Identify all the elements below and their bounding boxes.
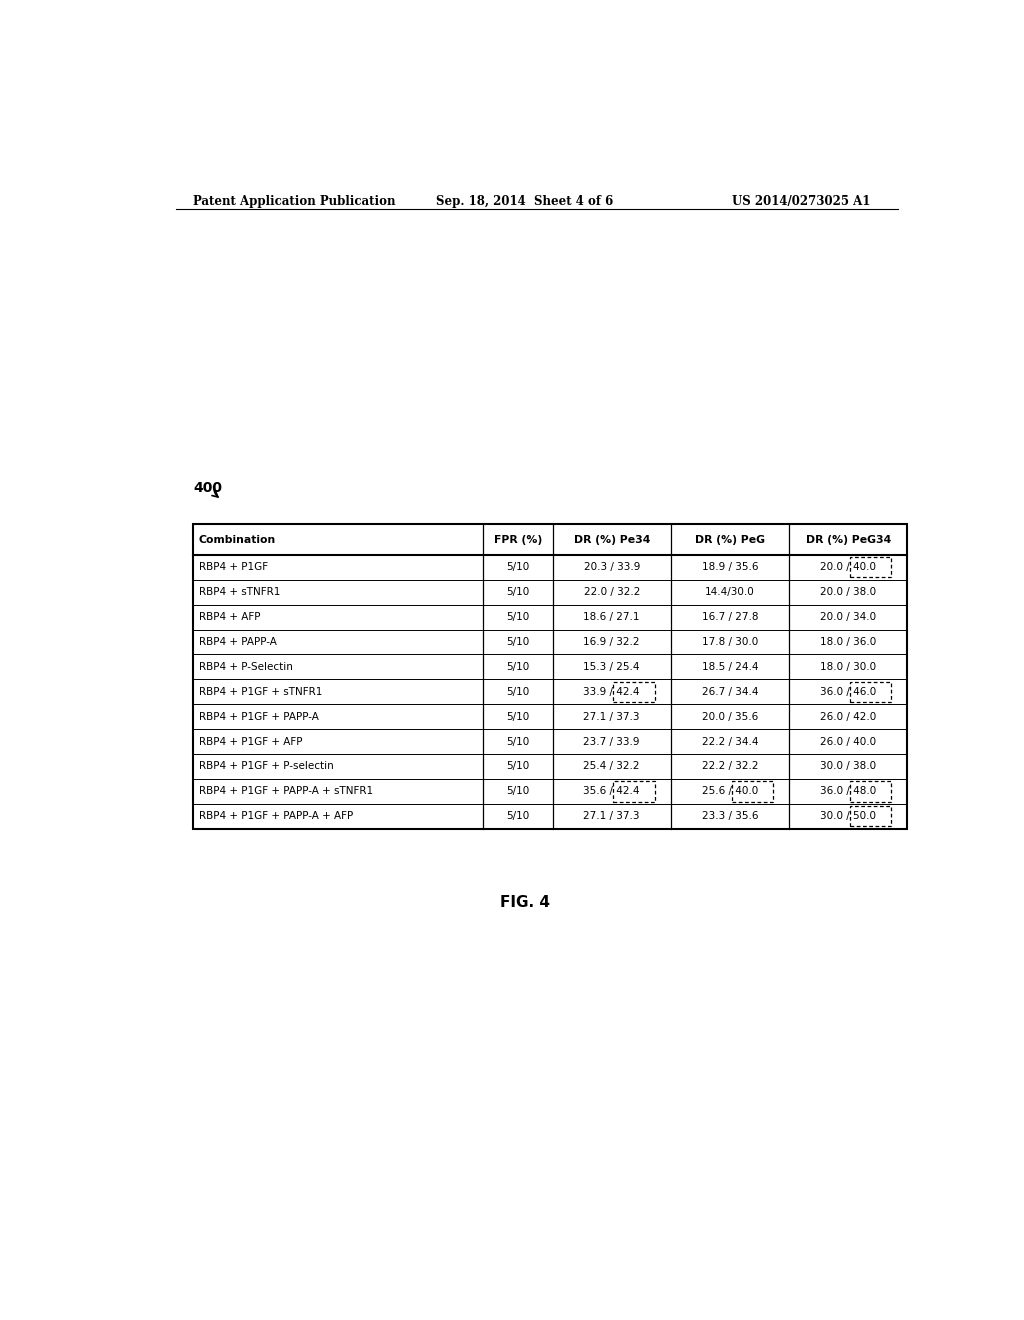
Text: 26.0 / 40.0: 26.0 / 40.0: [820, 737, 877, 747]
Text: DR (%) PeG34: DR (%) PeG34: [806, 535, 891, 545]
Text: 25.4 / 32.2: 25.4 / 32.2: [584, 762, 640, 771]
Text: 30.0 / 38.0: 30.0 / 38.0: [820, 762, 877, 771]
Text: 5/10: 5/10: [506, 787, 529, 796]
Text: DR (%) PeG: DR (%) PeG: [695, 535, 765, 545]
Text: RBP4 + P-Selectin: RBP4 + P-Selectin: [199, 661, 293, 672]
Text: 22.2 / 34.4: 22.2 / 34.4: [701, 737, 758, 747]
Text: RBP4 + P1GF + PAPP-A: RBP4 + P1GF + PAPP-A: [199, 711, 318, 722]
Text: 5/10: 5/10: [506, 737, 529, 747]
Text: RBP4 + AFP: RBP4 + AFP: [199, 612, 260, 622]
Text: US 2014/0273025 A1: US 2014/0273025 A1: [731, 195, 870, 209]
Text: 5/10: 5/10: [506, 812, 529, 821]
Text: 27.1 / 37.3: 27.1 / 37.3: [584, 711, 640, 722]
Bar: [194, 524, 907, 829]
Bar: [731, 781, 773, 801]
Text: 5/10: 5/10: [506, 612, 529, 622]
Text: 14.4/30.0: 14.4/30.0: [706, 587, 755, 597]
Bar: [850, 557, 891, 577]
Text: RBP4 + P1GF: RBP4 + P1GF: [199, 562, 267, 573]
Text: RBP4 + P1GF + PAPP-A + sTNFR1: RBP4 + P1GF + PAPP-A + sTNFR1: [199, 787, 373, 796]
Bar: [850, 807, 891, 826]
Text: DR (%) Pe34: DR (%) Pe34: [573, 535, 650, 545]
Text: 5/10: 5/10: [506, 711, 529, 722]
Text: 5/10: 5/10: [506, 686, 529, 697]
Bar: [850, 681, 891, 702]
Text: 26.0 / 42.0: 26.0 / 42.0: [820, 711, 877, 722]
Text: 23.3 / 35.6: 23.3 / 35.6: [701, 812, 758, 821]
Text: 23.7 / 33.9: 23.7 / 33.9: [584, 737, 640, 747]
Text: Combination: Combination: [199, 535, 275, 545]
Bar: [850, 781, 891, 801]
Bar: [613, 781, 654, 801]
Text: FPR (%): FPR (%): [494, 535, 542, 545]
Text: 18.5 / 24.4: 18.5 / 24.4: [701, 661, 758, 672]
Text: 16.7 / 27.8: 16.7 / 27.8: [701, 612, 758, 622]
Text: FIG. 4: FIG. 4: [500, 895, 550, 909]
Text: RBP4 + P1GF + sTNFR1: RBP4 + P1GF + sTNFR1: [199, 686, 322, 697]
Text: 35.6 / 42.4: 35.6 / 42.4: [584, 787, 640, 796]
Text: 22.2 / 32.2: 22.2 / 32.2: [701, 762, 758, 771]
Text: 20.3 / 33.9: 20.3 / 33.9: [584, 562, 640, 573]
Text: 22.0 / 32.2: 22.0 / 32.2: [584, 587, 640, 597]
Text: RBP4 + P1GF + P-selectin: RBP4 + P1GF + P-selectin: [199, 762, 334, 771]
Text: RBP4 + P1GF + PAPP-A + AFP: RBP4 + P1GF + PAPP-A + AFP: [199, 812, 353, 821]
Text: 18.6 / 27.1: 18.6 / 27.1: [584, 612, 640, 622]
Text: 30.0 / 50.0: 30.0 / 50.0: [820, 812, 877, 821]
Text: 20.0 / 34.0: 20.0 / 34.0: [820, 612, 877, 622]
Text: RBP4 + PAPP-A: RBP4 + PAPP-A: [199, 638, 276, 647]
Text: 5/10: 5/10: [506, 661, 529, 672]
Text: Sep. 18, 2014  Sheet 4 of 6: Sep. 18, 2014 Sheet 4 of 6: [436, 195, 613, 209]
Text: 5/10: 5/10: [506, 762, 529, 771]
Text: Patent Application Publication: Patent Application Publication: [194, 195, 395, 209]
Text: 5/10: 5/10: [506, 638, 529, 647]
Text: 16.9 / 32.2: 16.9 / 32.2: [584, 638, 640, 647]
Text: 26.7 / 34.4: 26.7 / 34.4: [701, 686, 758, 697]
Text: 400: 400: [194, 480, 222, 495]
Text: RBP4 + P1GF + AFP: RBP4 + P1GF + AFP: [199, 737, 302, 747]
Text: 20.0 / 40.0: 20.0 / 40.0: [820, 562, 877, 573]
Text: 25.6 / 40.0: 25.6 / 40.0: [701, 787, 758, 796]
Text: 5/10: 5/10: [506, 587, 529, 597]
Text: 15.3 / 25.4: 15.3 / 25.4: [584, 661, 640, 672]
Text: 20.0 / 38.0: 20.0 / 38.0: [820, 587, 877, 597]
Text: 18.0 / 30.0: 18.0 / 30.0: [820, 661, 877, 672]
Text: 36.0 / 46.0: 36.0 / 46.0: [820, 686, 877, 697]
Text: 36.0 / 48.0: 36.0 / 48.0: [820, 787, 877, 796]
Text: 27.1 / 37.3: 27.1 / 37.3: [584, 812, 640, 821]
Text: 18.0 / 36.0: 18.0 / 36.0: [820, 638, 877, 647]
Text: 18.9 / 35.6: 18.9 / 35.6: [701, 562, 758, 573]
Bar: [613, 681, 654, 702]
Text: 17.8 / 30.0: 17.8 / 30.0: [701, 638, 758, 647]
Text: RBP4 + sTNFR1: RBP4 + sTNFR1: [199, 587, 280, 597]
Text: 5/10: 5/10: [506, 562, 529, 573]
Text: 33.9 / 42.4: 33.9 / 42.4: [584, 686, 640, 697]
Text: 20.0 / 35.6: 20.0 / 35.6: [701, 711, 758, 722]
